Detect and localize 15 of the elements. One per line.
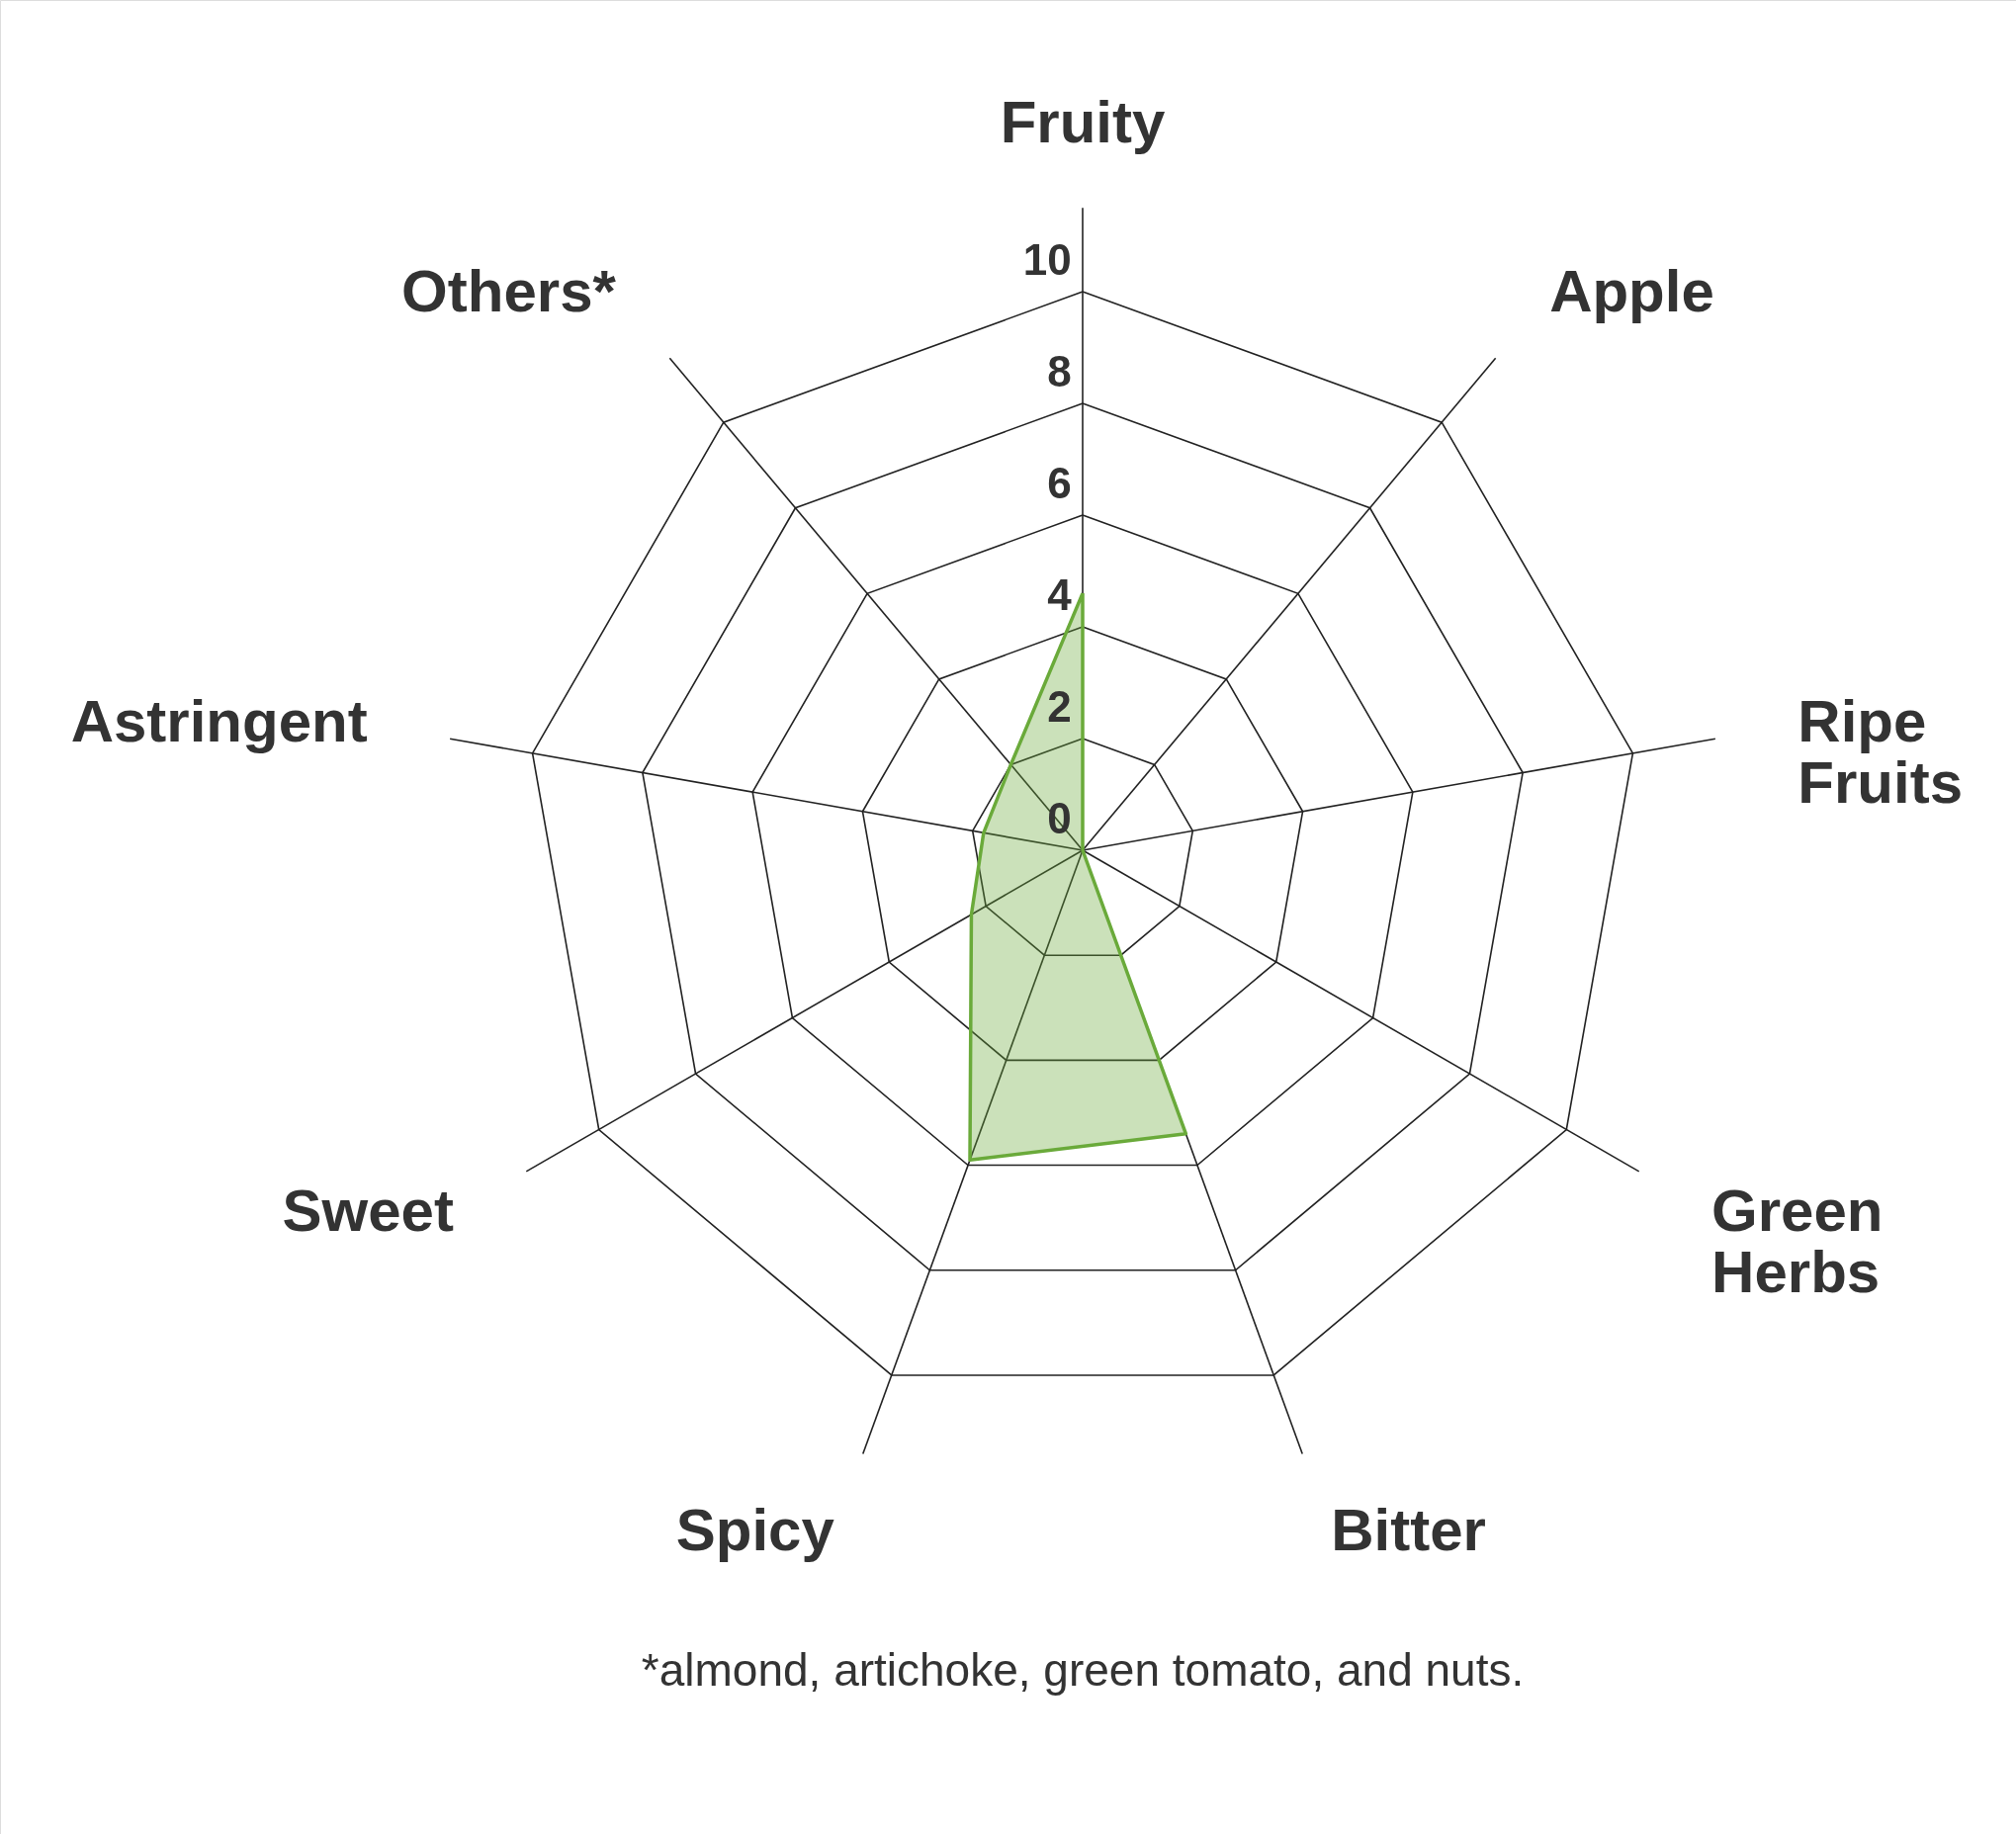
spoke-label: Others*: [401, 258, 617, 325]
spoke-label: Ripe Fruits: [1797, 688, 1964, 817]
y-tick-label: 2: [1047, 681, 1072, 731]
text: *almond, artichoke, green tomato, and nuts.: [641, 1643, 1525, 1696]
spoke-label: Bitter: [1331, 1497, 1486, 1564]
y-tick-label: 10: [1022, 234, 1072, 284]
spoke-label: Apple: [1549, 258, 1714, 325]
spoke-label: Sweet: [282, 1178, 454, 1245]
spoke-label: Fruity: [1000, 88, 1166, 155]
spoke-label: Spicy: [675, 1497, 835, 1564]
spoke-label: Astringent: [70, 688, 368, 755]
spoke-label: Green Herbs: [1711, 1178, 1884, 1306]
y-tick-label: 8: [1047, 346, 1072, 395]
y-tick-label: 4: [1047, 569, 1073, 619]
y-tick-label: 6: [1047, 458, 1072, 507]
